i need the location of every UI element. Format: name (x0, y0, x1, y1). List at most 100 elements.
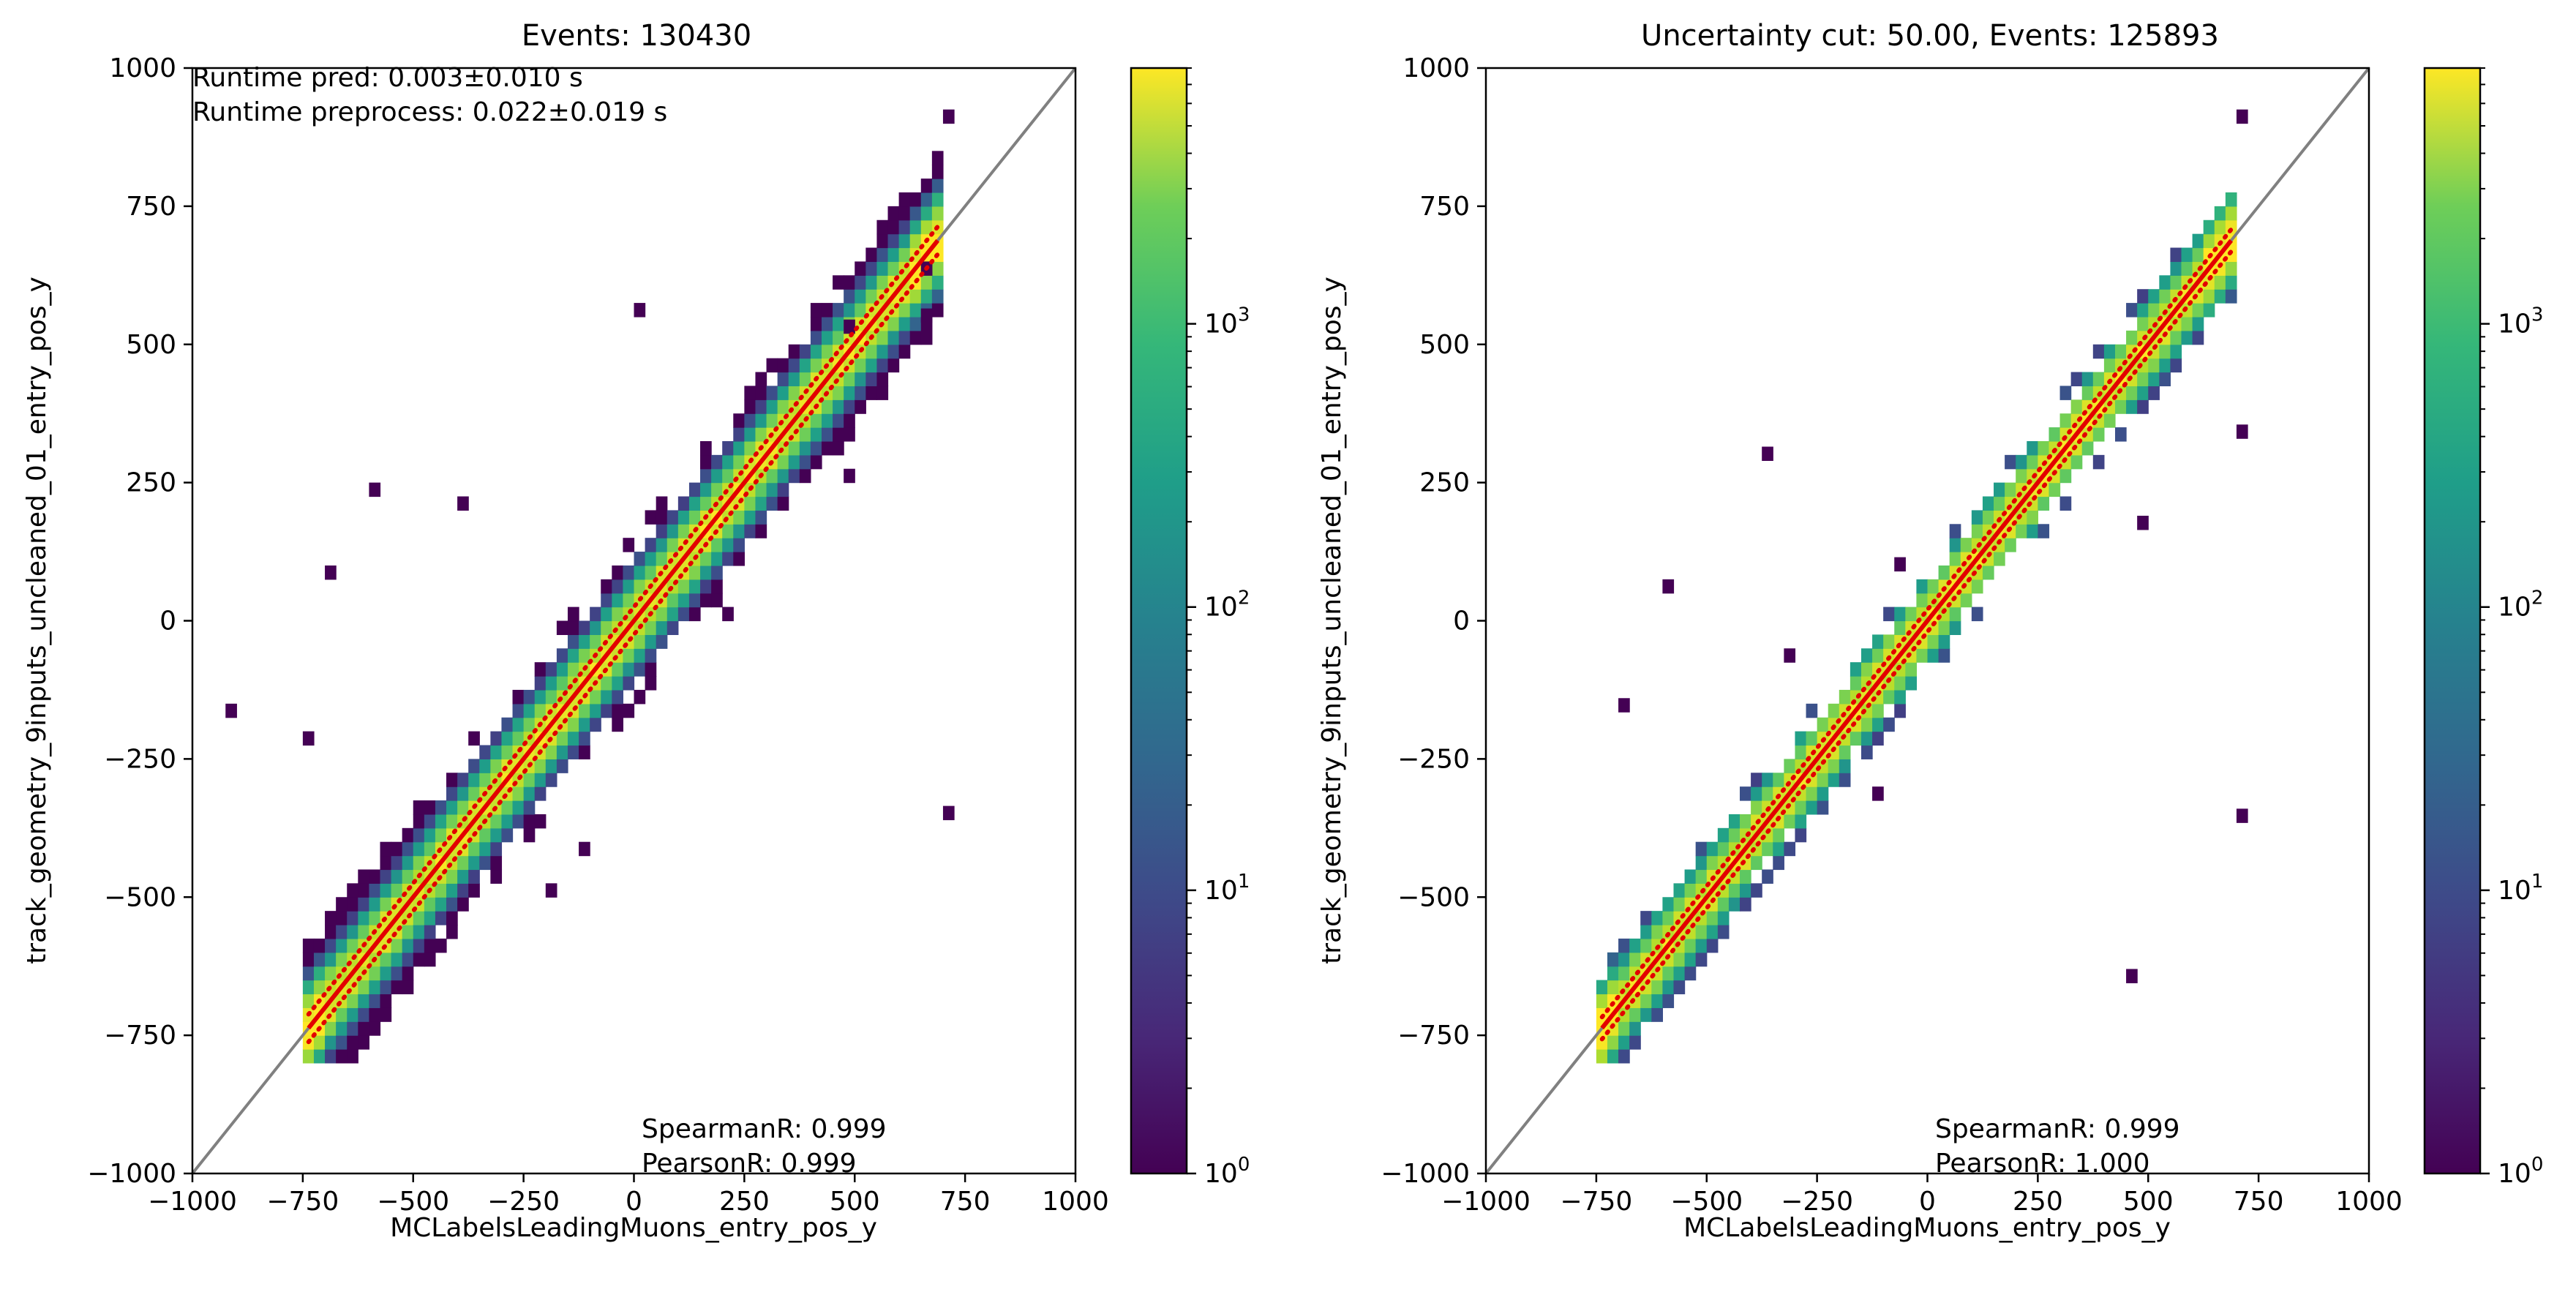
heatmap-cell (1629, 938, 1641, 953)
heatmap-cell (744, 399, 756, 414)
heatmap-cell (446, 897, 458, 912)
colorbar (2423, 67, 2482, 1175)
heatmap-cell (2170, 275, 2182, 290)
heatmap-cell (1894, 620, 1906, 635)
heatmap-cell (1850, 676, 1862, 691)
heatmap-cell (556, 648, 568, 663)
heatmap-cell (700, 496, 712, 511)
heatmap-cell (2181, 330, 2193, 345)
heatmap-cell (512, 800, 525, 815)
heatmap-cell (457, 869, 469, 884)
colorbar-tick-label: 103 (1204, 304, 1250, 339)
heatmap-cell (909, 219, 922, 235)
heatmap-cell (402, 841, 414, 857)
heatmap-cell (810, 427, 822, 442)
y-tick-label: 1000 (1402, 53, 1470, 83)
heatmap-cell (898, 303, 911, 318)
heatmap-cell (2137, 386, 2149, 400)
heatmap-cell (523, 786, 536, 801)
heatmap-cell (2192, 316, 2204, 331)
heatmap-cell (380, 994, 392, 1008)
heatmap-cell (501, 827, 514, 843)
heatmap-cell (358, 1035, 369, 1050)
heatmap-cell (700, 579, 712, 594)
heatmap-cell (612, 593, 624, 608)
heatmap-cell (833, 399, 844, 414)
heatmap-cell (909, 289, 922, 304)
quantile-line (306, 252, 940, 1045)
heatmap-cell (347, 883, 358, 898)
x-tick-label: 500 (830, 1187, 880, 1217)
heatmap-cell (755, 510, 767, 525)
heatmap-cell (898, 316, 911, 331)
heatmap-cell (2214, 275, 2226, 290)
heatmap-cell (722, 468, 734, 484)
heatmap-cell (369, 994, 381, 1008)
heatmap-cell (1938, 620, 1950, 635)
heatmap-cell (1662, 994, 1675, 1008)
heatmap-cell (358, 1007, 369, 1022)
heatmap-cell (700, 552, 712, 566)
heatmap-cell (1795, 745, 1807, 759)
heatmap-cell (2126, 399, 2138, 414)
heatmap-cell (1817, 717, 1829, 732)
heatmap-cell (833, 316, 844, 331)
heatmap-cell (777, 454, 789, 470)
heatmap-cell (656, 510, 668, 525)
heatmap-cell (733, 413, 745, 428)
heatmap-cell (1971, 579, 1983, 594)
heatmap-cell (446, 814, 458, 829)
heatmap-cell (1596, 980, 1608, 995)
heatmap-cell (336, 925, 348, 939)
heatmap-cell (1596, 1049, 1608, 1064)
heatmap-cell (302, 938, 315, 953)
heatmap-cell (567, 731, 579, 746)
heatmap-cell (645, 634, 657, 649)
heatmap-cell (788, 372, 800, 387)
heatmap-cell (777, 399, 789, 414)
heatmap-cell (413, 925, 425, 939)
heatmap-cell (402, 980, 414, 995)
heatmap-cell (711, 538, 723, 552)
heatmap-cell (479, 745, 491, 759)
heatmap-cell (1640, 994, 1652, 1008)
x-tick-label: −500 (377, 1187, 449, 1217)
heatmap-cell (2225, 289, 2237, 304)
heatmap-cell (2137, 316, 2149, 331)
heatmap-cell (766, 399, 778, 414)
quantile-line (1599, 227, 2234, 1020)
heatmap-cell (810, 358, 822, 373)
overlay-lines (1484, 67, 2370, 1175)
heatmap-cell (1751, 786, 1762, 801)
heatmap-cell (2114, 344, 2127, 359)
heatmap-cell (1695, 841, 1708, 857)
heatmap-cell (424, 925, 436, 939)
heatmap-cell (534, 703, 547, 718)
heatmap-cell (479, 841, 491, 857)
colorbar-tick-label: 101 (1204, 871, 1250, 906)
heatmap-cell (435, 800, 447, 815)
heatmap-cell (612, 606, 624, 622)
heatmap-cell (766, 482, 778, 497)
heatmap-cell (2236, 424, 2248, 439)
heatmap-cell (623, 593, 635, 608)
heatmap-cell (380, 883, 392, 898)
heatmap-cell (2203, 303, 2215, 318)
y-tick-label: 250 (126, 468, 176, 498)
heatmap-cell (2137, 399, 2149, 414)
heatmap-cell (369, 1021, 381, 1036)
heatmap-cell (457, 855, 469, 871)
heatmap-cell (325, 565, 337, 580)
heatmap-cell (313, 1049, 326, 1064)
heatmap-cell (666, 620, 679, 635)
heatmap-cell (2181, 316, 2193, 331)
heatmap-cell (942, 109, 955, 124)
heatmap-cell (358, 925, 369, 939)
heatmap-cell (677, 606, 690, 622)
heatmap-cell (755, 413, 767, 428)
heatmap-cell (313, 952, 326, 967)
heatmap-cell (844, 289, 855, 304)
heatmap-cell (490, 745, 503, 759)
heatmap-cell (2137, 372, 2149, 387)
x-tick-label: −1000 (1441, 1187, 1531, 1217)
